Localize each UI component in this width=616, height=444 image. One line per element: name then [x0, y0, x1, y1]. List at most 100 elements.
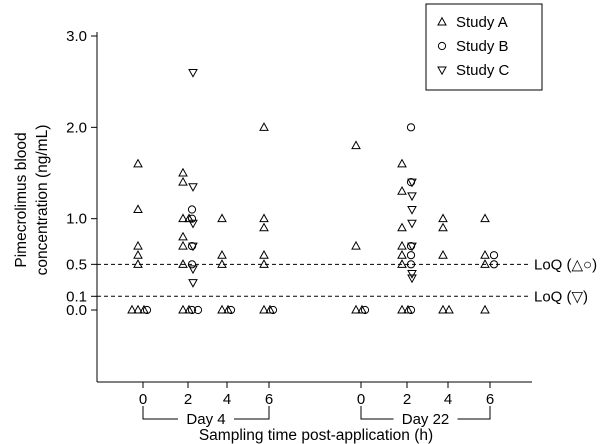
legend-label: Study C	[456, 62, 510, 79]
study-a-point	[265, 304, 275, 314]
study-a-point	[178, 259, 188, 268]
study-b-point	[406, 123, 416, 132]
axis-labels: Pimecrolimus blood concentration (ng/mL) S…	[13, 125, 433, 444]
study-c-point	[188, 219, 198, 229]
study-a-point	[178, 231, 188, 241]
study-a-point	[127, 304, 137, 314]
study-b-point	[142, 305, 152, 315]
study-a-point	[133, 259, 143, 268]
study-c-point	[188, 183, 198, 192]
study-a-point	[133, 204, 143, 214]
study-a-point	[397, 304, 407, 314]
study-a-point	[178, 304, 188, 314]
study-a-point	[217, 249, 227, 259]
x-tick-label: 4	[223, 391, 231, 408]
y-tick-label: 3.0	[66, 28, 87, 45]
day-bracket	[142, 406, 178, 420]
study-a-point	[351, 240, 361, 250]
study-c-point	[407, 269, 417, 279]
study-a-point	[178, 167, 188, 177]
study-b-point	[268, 305, 278, 315]
study-a-point	[259, 304, 269, 314]
study-a-point	[133, 158, 143, 168]
data-points	[127, 69, 499, 315]
study-a-point	[223, 304, 233, 314]
study-c-point	[188, 69, 198, 78]
study-a-point	[480, 304, 490, 314]
study-c-point	[188, 279, 198, 288]
study-a-point	[259, 122, 269, 131]
legend-label: Study B	[456, 38, 509, 55]
study-a-point	[133, 249, 143, 259]
loq-label: LoQ (▽)	[534, 288, 588, 305]
y-axis-title: Pimecrolimus blood concentration (ng/mL)	[13, 125, 51, 276]
study-a-point	[397, 222, 407, 232]
study-b-point	[489, 260, 499, 269]
study-b-point	[406, 251, 416, 260]
study-c-point	[407, 219, 417, 229]
study-a-point	[184, 304, 194, 314]
study-b-point	[187, 205, 197, 214]
study-b-point	[489, 251, 499, 260]
study-a-point	[480, 249, 490, 259]
y-tick-label: 0.0	[66, 302, 87, 319]
legend-label: Study A	[456, 14, 508, 31]
study-a-point	[178, 213, 188, 223]
study-a-point	[397, 186, 407, 195]
study-b-point	[193, 305, 203, 315]
study-a-point	[259, 249, 269, 259]
y-tick-label: 0.5	[66, 256, 87, 273]
day-bracket	[234, 406, 270, 420]
study-c-point	[407, 274, 417, 284]
study-a-point	[217, 213, 227, 223]
study-b-point	[406, 260, 416, 269]
axes: 3.0 2.0 1.0 0.5 0.10.0 0 2 4 6 Day 4 0 2 4 6 Day 22	[66, 28, 532, 428]
study-c-point	[407, 206, 417, 215]
study-a-point	[438, 213, 448, 223]
study-a-point	[357, 304, 367, 314]
x-tick-label: 4	[444, 391, 452, 408]
x-tick-label: 6	[486, 391, 494, 408]
study-c-point	[407, 178, 417, 188]
day-bracket	[360, 406, 394, 420]
x-tick-label: 2	[184, 391, 192, 408]
study-b-point	[187, 260, 197, 269]
study-a-point	[444, 304, 454, 314]
study-a-point	[438, 222, 448, 232]
day-bracket	[457, 406, 491, 420]
study-a-point	[133, 240, 143, 250]
y-axis-title-line: Pimecrolimus blood	[13, 132, 30, 267]
study-a-point	[259, 259, 269, 268]
study-b-point	[187, 305, 197, 315]
day-label: Day 22	[402, 411, 450, 428]
study-a-point	[397, 158, 407, 168]
study-b-point	[360, 305, 370, 315]
study-a-point	[184, 213, 194, 223]
y-axis-title-line: concentration (ng/mL)	[34, 125, 51, 276]
loq-lines: LoQ (△○) LoQ (▽)	[97, 256, 597, 305]
study-a-point	[178, 176, 188, 186]
study-a-point	[259, 213, 269, 223]
x-tick-label: 0	[139, 391, 147, 408]
study-a-point	[217, 259, 227, 268]
loq-label: LoQ (△○)	[534, 256, 597, 273]
study-b-point	[187, 214, 197, 223]
study-a-point	[397, 249, 407, 259]
day-label: Day 4	[186, 411, 225, 428]
y-tick-label: 0.1	[66, 288, 87, 305]
study-a-point	[480, 259, 490, 268]
study-a-point	[480, 213, 490, 223]
study-c-point	[188, 242, 198, 252]
y-tick-label: 2.0	[66, 119, 87, 136]
x-axis-title: Sampling time post-application (h)	[199, 427, 433, 444]
study-a-point	[351, 140, 361, 150]
study-a-point	[139, 304, 149, 314]
study-c-point	[188, 265, 198, 275]
legend-circle-icon	[437, 41, 447, 51]
study-c-point	[407, 242, 417, 252]
x-tick-label: 2	[403, 391, 411, 408]
study-a-point	[259, 222, 269, 232]
study-a-point	[397, 240, 407, 250]
study-a-point	[438, 304, 448, 314]
y-tick-label: 1.0	[66, 211, 87, 228]
